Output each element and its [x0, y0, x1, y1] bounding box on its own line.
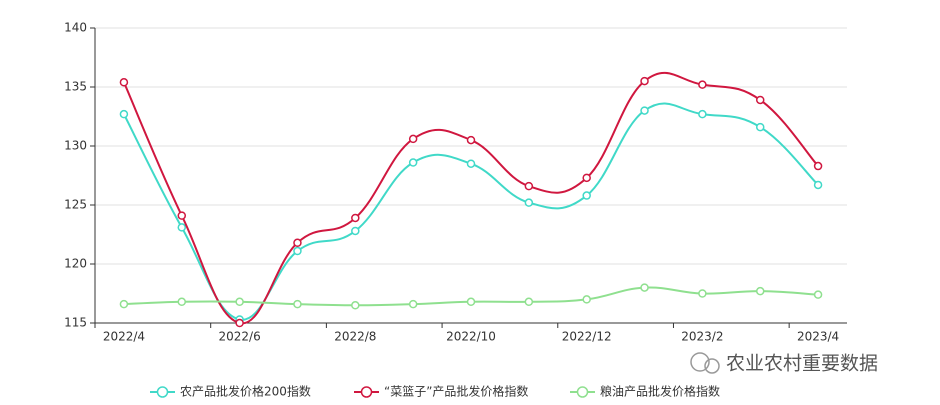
point	[524, 297, 534, 307]
legend-item: “菜篮子”产品批发价格指数	[354, 384, 528, 399]
point	[351, 301, 360, 310]
x-tick-label: 2022/8	[334, 330, 376, 344]
point	[235, 297, 244, 307]
series	[119, 102, 823, 324]
point	[408, 158, 418, 167]
point	[177, 297, 187, 307]
watermark-icon	[690, 352, 710, 372]
x-tick-label: 2022/4	[103, 330, 145, 344]
x-tick-label: 2023/4	[797, 330, 839, 344]
point	[524, 181, 534, 191]
y-tick-label: 125	[64, 198, 87, 212]
watermark-text: 农业农村重要数据	[726, 353, 878, 375]
point	[177, 223, 187, 232]
point	[408, 299, 418, 309]
point	[351, 226, 360, 236]
legend-label: 农产品批发价格200指数	[180, 384, 311, 399]
y-tick-label: 115	[64, 316, 87, 330]
point	[235, 318, 244, 328]
series	[119, 71, 823, 328]
point	[293, 299, 302, 309]
point	[119, 78, 129, 87]
legend-marker	[156, 386, 169, 398]
y-tick-label: 120	[64, 257, 87, 271]
point	[466, 159, 476, 168]
y-tick-label: 140	[64, 21, 87, 35]
point	[755, 95, 765, 105]
point	[755, 122, 765, 132]
point	[698, 109, 707, 119]
legend-item: 农产品批发价格200指数	[150, 384, 311, 399]
point	[119, 299, 129, 309]
point	[640, 76, 649, 86]
x-tick-label: 2022/6	[219, 330, 261, 344]
legend-label: “菜篮子”产品批发价格指数	[384, 384, 528, 399]
y-tick-label: 135	[64, 80, 87, 94]
y-tick-label: 130	[64, 139, 87, 153]
point	[177, 211, 187, 220]
point	[293, 238, 302, 248]
x-tick-label: 2022/12	[562, 330, 612, 344]
x-tick-label: 2023/2	[681, 330, 723, 344]
series	[119, 283, 823, 310]
point	[582, 191, 591, 200]
point	[813, 290, 823, 299]
point	[698, 80, 707, 89]
legend-item: 粮油产品批发价格指数	[570, 384, 720, 399]
point	[698, 289, 707, 298]
point	[582, 295, 591, 304]
point	[466, 297, 476, 307]
legend-label: 粮油产品批发价格指数	[600, 384, 720, 399]
point	[640, 106, 649, 115]
point	[640, 283, 649, 292]
point	[813, 161, 823, 171]
line	[123, 102, 819, 321]
point	[524, 198, 534, 207]
x-tick-label: 2022/10	[446, 330, 496, 344]
point	[813, 180, 823, 190]
point	[755, 286, 765, 296]
point	[408, 134, 418, 144]
point	[351, 213, 360, 223]
point	[293, 246, 302, 256]
watermark-icon	[704, 358, 720, 374]
point	[582, 173, 591, 183]
point	[466, 135, 476, 145]
legend-marker	[360, 386, 373, 398]
watermark: 农业农村重要数据	[690, 352, 878, 375]
point	[119, 109, 129, 119]
legend-marker	[576, 386, 589, 398]
